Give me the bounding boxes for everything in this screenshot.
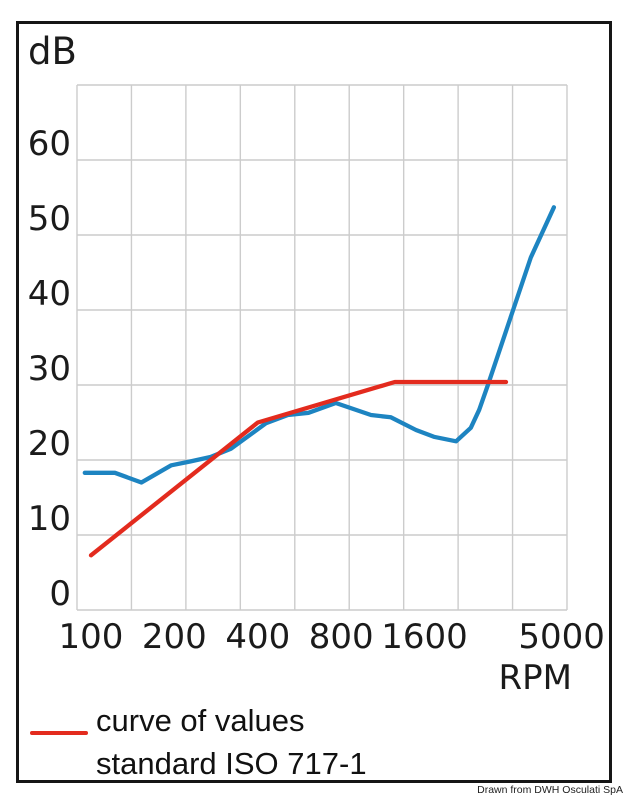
y-tick-label-50: 50 xyxy=(27,199,71,239)
legend-label-line2: standard ISO 717-1 xyxy=(96,746,367,781)
y-tick-label-30: 30 xyxy=(27,349,71,389)
y-tick-label-10: 10 xyxy=(27,499,71,539)
x-axis-label: RPM xyxy=(498,658,572,698)
y-axis-unit-label: dB xyxy=(28,30,77,73)
y-tick-label-0: 0 xyxy=(49,574,71,614)
y-tick-label-40: 40 xyxy=(27,274,71,314)
x-tick-label-200: 200 xyxy=(141,617,207,657)
legend-label-line1: curve of values xyxy=(96,703,305,738)
y-tick-label-20: 20 xyxy=(27,424,71,464)
legend-line-swatch xyxy=(30,731,88,735)
x-tick-label-400: 400 xyxy=(225,617,291,657)
legend: curve of values standard ISO 717-1 xyxy=(30,699,450,785)
x-tick-label-5000: 5000 xyxy=(518,617,605,657)
x-tick-label-1600: 1600 xyxy=(381,617,468,657)
y-tick-label-60: 60 xyxy=(27,124,71,164)
x-tick-label-800: 800 xyxy=(308,617,374,657)
attribution-text: Drawn from DWH Osculati SpA xyxy=(477,784,623,796)
x-tick-label-100: 100 xyxy=(58,617,124,657)
